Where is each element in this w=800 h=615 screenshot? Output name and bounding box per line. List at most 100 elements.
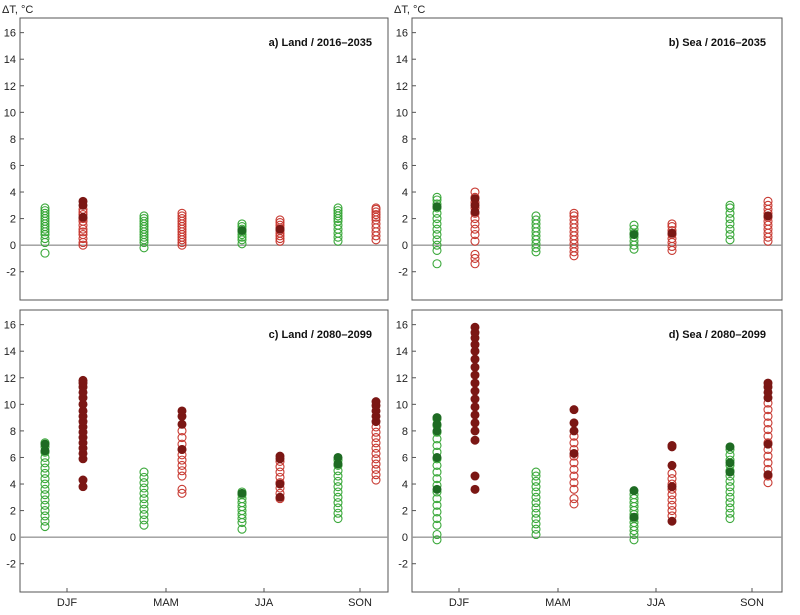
data-point-filled: [667, 460, 677, 470]
data-point-open: [40, 490, 50, 500]
category-label: SON: [348, 597, 372, 609]
data-point-filled: [78, 212, 88, 222]
data-point-open: [237, 524, 247, 534]
data-point-open: [432, 192, 442, 202]
data-point-open: [531, 471, 541, 481]
panel-0: -2 0 2 4 6 8 10 12 14 16 a) Land / 2016–2035 ΔT, °C: [2, 4, 389, 301]
data-point-open: [667, 468, 677, 478]
data-point-open: [763, 196, 773, 206]
data-point-filled: [763, 211, 773, 221]
data-point-filled: [470, 207, 480, 217]
category-label: DJF: [449, 597, 469, 609]
y-tick-label: -2: [6, 559, 16, 571]
data-point-open: [139, 504, 149, 514]
data-point-open: [432, 224, 442, 234]
data-point-open: [177, 432, 187, 443]
data-point-open: [531, 211, 541, 221]
data-point-open: [139, 510, 149, 520]
data-point-filled: [177, 406, 187, 416]
category-label: MAM: [153, 597, 179, 609]
data-point-open: [139, 494, 149, 504]
data-point-open: [40, 474, 50, 484]
data-point-open: [333, 471, 343, 481]
data-point-filled: [470, 370, 480, 380]
data-point-open: [275, 215, 285, 225]
data-point-open: [139, 214, 149, 224]
data-point-open: [371, 464, 381, 474]
data-point-open: [432, 500, 442, 510]
y-tick-label: -2: [398, 559, 408, 571]
y-tick-label: 6: [402, 160, 408, 172]
category-label: DJF: [57, 597, 77, 609]
panel-title: d) Sea / 2080–2099: [669, 329, 766, 341]
y-tick-label: 10: [4, 107, 16, 119]
y-tick-label: 6: [402, 452, 408, 464]
data-point-open: [470, 219, 480, 229]
data-point-filled: [177, 419, 187, 429]
data-point-open: [177, 471, 187, 481]
data-point-open: [569, 499, 579, 509]
data-point-open: [432, 229, 442, 240]
data-point-open: [725, 503, 735, 513]
data-point-open: [432, 520, 442, 530]
data-point-open: [725, 492, 735, 502]
data-point-open: [177, 208, 187, 218]
data-point-open: [371, 438, 381, 448]
data-point-filled: [177, 444, 187, 454]
data-point-open: [40, 468, 50, 478]
data-point-filled: [237, 226, 247, 236]
data-point-open: [333, 220, 343, 230]
data-point-open: [333, 498, 343, 508]
data-point-filled: [725, 467, 735, 477]
y-tick-label: 8: [10, 134, 16, 146]
data-point-open: [531, 498, 541, 508]
data-point-open: [333, 508, 343, 518]
data-point-filled: [333, 459, 343, 469]
data-point-open: [371, 210, 381, 220]
data-point-open: [40, 511, 50, 521]
data-point-open: [667, 500, 677, 510]
data-point-filled: [40, 446, 50, 456]
data-point-open: [725, 498, 735, 508]
data-point-open: [531, 482, 541, 492]
y-tick-label: 2: [10, 506, 16, 518]
panel-frame: [19, 309, 389, 593]
data-point-open: [432, 514, 442, 524]
data-point-open: [531, 524, 541, 534]
data-point-open: [725, 514, 735, 524]
y-tick-label: 10: [4, 399, 16, 411]
y-tick-label: 8: [10, 426, 16, 438]
y-tick-label: 10: [396, 107, 408, 119]
data-point-open: [569, 484, 579, 494]
y-tick-label: 12: [396, 373, 408, 385]
data-point-open: [40, 516, 50, 526]
y-tick-label: 14: [396, 346, 408, 358]
data-point-open: [531, 529, 541, 540]
data-point-open: [763, 425, 773, 435]
data-point-open: [531, 487, 541, 497]
data-point-open: [470, 249, 480, 260]
data-point-open: [531, 514, 541, 524]
data-point-open: [177, 460, 187, 470]
data-point-open: [763, 200, 773, 210]
data-point-open: [40, 521, 50, 532]
data-point-filled: [763, 439, 773, 449]
data-point-filled: [470, 322, 480, 332]
y-tick-label: 2: [402, 506, 408, 518]
data-point-open: [569, 208, 579, 218]
y-axis-label: ΔT, °C: [2, 4, 33, 16]
data-point-filled: [432, 426, 442, 436]
data-point-open: [139, 478, 149, 488]
data-point-filled: [470, 362, 480, 372]
data-point-open: [629, 535, 639, 545]
data-point-open: [725, 214, 735, 224]
y-tick-label: 4: [10, 187, 16, 199]
data-point-filled: [667, 516, 677, 526]
data-point-open: [40, 248, 50, 258]
data-point-open: [139, 515, 149, 525]
data-point-open: [40, 506, 50, 516]
data-point-filled: [667, 441, 677, 451]
data-point-open: [432, 467, 442, 477]
y-tick-label: 10: [396, 399, 408, 411]
category-label: SON: [740, 597, 764, 609]
